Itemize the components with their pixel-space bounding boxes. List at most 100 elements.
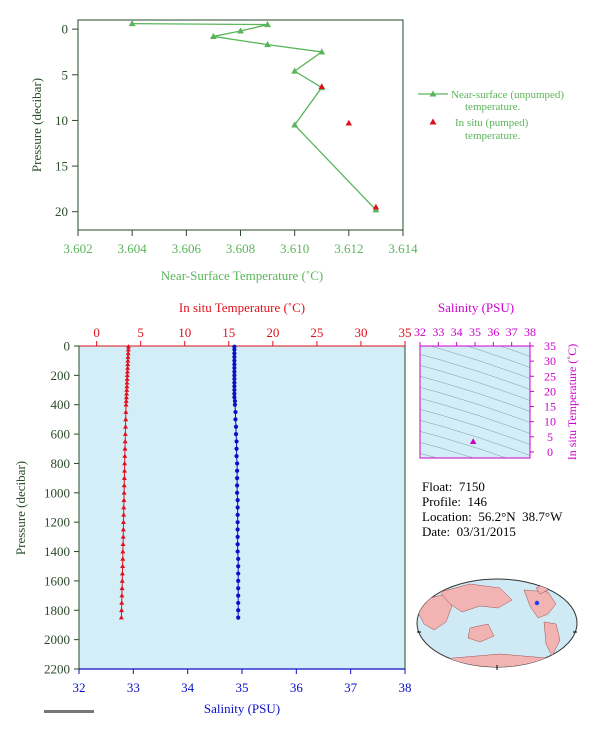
salinity-point — [232, 347, 237, 352]
ts-y-tick-label: 25 — [544, 369, 556, 383]
temperature-point — [124, 387, 130, 392]
salinity-point — [232, 362, 237, 367]
temperature-point — [119, 585, 125, 591]
ts-y-tick-label: 10 — [544, 415, 556, 429]
ts-x-tick-label: 33 — [432, 325, 444, 339]
salinity-point — [232, 402, 238, 407]
salinity-point — [236, 564, 241, 569]
pressure-tick-label: 1200 — [44, 515, 70, 530]
salinity-point — [232, 344, 237, 349]
temperature-point — [125, 365, 131, 370]
pressure-ticks: 0 200 400 600 800 1000 1200 1400 1600 1800 2000 220… — [44, 339, 79, 677]
salinity-point — [235, 549, 240, 554]
salinity-tick-label: 34 — [181, 680, 195, 695]
salinity-point — [232, 391, 237, 396]
salinity-point — [236, 615, 241, 620]
density-contour — [420, 375, 530, 412]
pressure-tick-label: 800 — [51, 456, 71, 471]
temperature-point — [122, 460, 128, 466]
legend-label-near-surface-line1: Near-surface (unpumped) — [451, 89, 564, 101]
temperature-point — [119, 600, 125, 605]
near-surface-y-tick-label: 0 — [62, 22, 69, 37]
temperature-point — [120, 541, 126, 547]
near-surface-x-ticks: 3.602 3.604 3.606 3.608 3.610 3.612 3.614 — [63, 230, 418, 256]
temperature-point — [125, 344, 131, 349]
salinity-point — [232, 398, 238, 404]
near-surface-point — [128, 20, 136, 27]
pressure-tick-label: 0 — [64, 339, 71, 354]
near-surface-x-tick-label: 3.606 — [172, 241, 202, 256]
salinity-point — [235, 498, 240, 503]
near-surface-chart: 3.602 3.604 3.606 3.608 3.610 3.612 3.614 0 5 10… — [29, 19, 564, 283]
profile-number: Profile: 146 — [422, 494, 487, 509]
ts-y-tick-label: 30 — [544, 354, 556, 368]
density-contour — [466, 346, 530, 368]
salinity-point — [235, 512, 240, 517]
near-surface-x-tick-label: 3.604 — [118, 241, 148, 256]
temperature-axis-label: In situ Temperature (˚C) — [179, 300, 305, 315]
legend-marker-in-situ — [429, 118, 437, 125]
temperature-point — [119, 592, 125, 598]
legend-label-in-situ-line2: temperature. — [465, 130, 521, 142]
ts-x-tick-label: 37 — [506, 325, 518, 339]
salinity-point — [236, 556, 241, 561]
temperature-tick-label: 25 — [310, 325, 323, 340]
near-surface-legend: Near-surface (unpumped) temperature. In … — [418, 89, 564, 142]
near-surface-y-label: Pressure (decibar) — [29, 78, 44, 172]
near-surface-x-label: Near-Surface Temperature (˚C) — [161, 268, 323, 283]
profile-date: Date: 03/31/2015 — [422, 524, 516, 539]
temperature-point — [121, 482, 127, 488]
map-land-australia — [467, 623, 495, 643]
temperature-point — [119, 578, 125, 583]
salinity-profile — [232, 344, 241, 620]
temperature-point — [123, 416, 129, 422]
salinity-point — [232, 395, 237, 400]
near-surface-y-tick-label: 10 — [55, 113, 68, 128]
temperature-point — [124, 391, 130, 396]
pressure-tick-label: 200 — [51, 368, 71, 383]
temperature-point — [120, 548, 126, 554]
salinity-point — [236, 586, 241, 591]
near-surface-point — [318, 48, 326, 55]
in-situ-point — [318, 83, 325, 90]
salinity-point — [232, 354, 237, 360]
temperature-tick-label: 20 — [266, 325, 279, 340]
map-land-north-america — [523, 589, 557, 619]
temperature-point — [124, 376, 130, 381]
profile-chart: 0 5 10 15 20 25 30 35 32 33 34 35 36 37 38 0 200 400 600… — [13, 300, 412, 716]
ts-y-tick-label: 20 — [544, 384, 556, 398]
temperature-point — [123, 398, 129, 403]
near-surface-plot-frame — [77, 19, 404, 231]
salinity-point — [236, 593, 241, 598]
near-surface-line — [132, 23, 377, 211]
near-surface-y-tick-label: 15 — [55, 159, 68, 174]
in-situ-point — [372, 203, 380, 210]
ts-x-ticks: 32 33 34 35 36 37 38 — [414, 325, 536, 346]
temperature-tick-label: 35 — [399, 325, 412, 340]
salinity-point — [236, 571, 241, 576]
salinity-point — [235, 490, 240, 495]
pressure-axis-label: Pressure (decibar) — [13, 461, 28, 555]
density-contour — [420, 397, 530, 434]
salinity-point — [232, 373, 237, 378]
salinity-point — [232, 358, 237, 363]
near-surface-x-tick-label: 3.608 — [226, 241, 255, 256]
temperature-ticks: 0 5 10 15 20 25 30 35 — [93, 325, 412, 346]
temperature-point — [119, 607, 125, 613]
near-surface-x-tick-label: 3.610 — [280, 241, 309, 256]
ts-x-tick-label: 36 — [487, 325, 499, 339]
salinity-point — [235, 505, 240, 510]
temperature-profile — [118, 344, 131, 620]
salinity-point — [232, 387, 237, 393]
temperature-point — [124, 372, 130, 378]
footer-mark — [44, 710, 94, 713]
ts-point — [469, 438, 477, 445]
salinity-point — [234, 439, 239, 444]
temperature-point — [121, 475, 127, 480]
temperature-point — [121, 519, 126, 525]
density-contour — [420, 408, 530, 445]
salinity-point — [232, 384, 237, 389]
temperature-point — [123, 402, 129, 407]
salinity-point — [236, 578, 241, 584]
